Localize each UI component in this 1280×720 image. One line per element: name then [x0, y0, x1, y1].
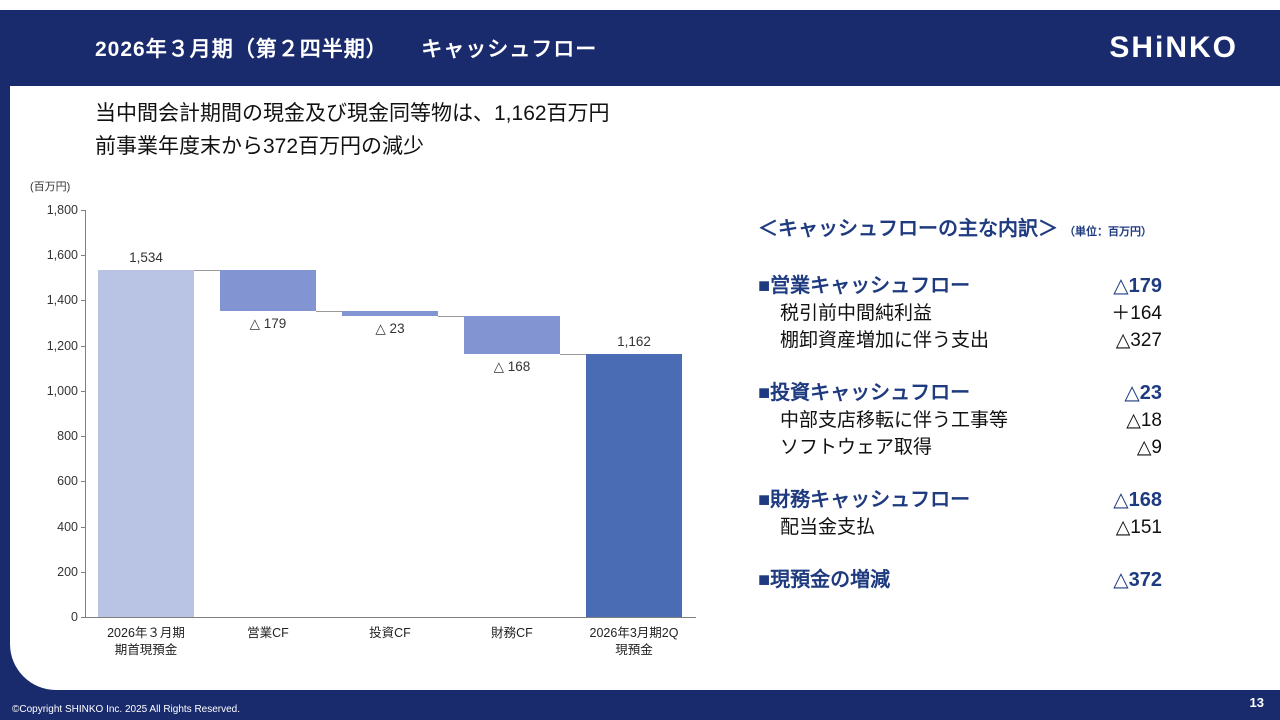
bar-value-label: △ 23 [375, 320, 405, 336]
y-axis-tick-mark [81, 390, 85, 392]
slide-header: 2026年３月期（第２四半期） キャッシュフロー SHiNKO [0, 10, 1280, 86]
breakdown-section: ■現預金の増減 △372 [758, 567, 1162, 594]
connector-line [194, 270, 220, 272]
y-axis-tick-mark [81, 526, 85, 528]
breakdown-row: ■現預金の増減 △372 [758, 567, 1162, 594]
breakdown-row-label: ソフトウェア取得 [780, 437, 933, 458]
y-axis-tick-mark [81, 255, 85, 257]
y-axis-tick-mark [81, 345, 85, 347]
waterfall-bar-2 [220, 270, 316, 311]
y-axis-tick-mark [81, 300, 85, 302]
y-axis-tick-mark [81, 617, 85, 618]
y-axis-tick-mark [81, 481, 85, 483]
y-axis-tick-mark [81, 571, 85, 573]
waterfall-chart: (百万円) 0 200 400 600 800 1,000 1,200 1,400 1,600 1… [30, 178, 720, 678]
waterfall-bar-4 [464, 315, 560, 354]
breakdown-row-value: △372 [1113, 569, 1162, 591]
breakdown-sections: ■営業キャッシュフロー △179 税引前中間純利益 ＋164 棚卸資産増加に伴う支出 △3… [758, 273, 1162, 594]
y-axis-tick-label: 800 [57, 429, 78, 444]
breakdown-row: ■営業キャッシュフロー △179 [758, 273, 1162, 300]
breakdown-row-label: 中部支店移転に伴う工事等 [780, 410, 1009, 431]
breakdown-row-label: 税引前中間純利益 [780, 303, 933, 324]
y-axis-tick-mark [81, 210, 85, 211]
breakdown-section: ■財務キャッシュフロー △168 配当金支払 △151 [758, 487, 1162, 541]
shinko-logo: SHiNKO [1109, 31, 1238, 64]
slide-footer: ©Copyright SHINKO Inc. 2025 All Rights R… [0, 690, 1280, 720]
y-axis-tick-label: 1,800 [46, 203, 78, 217]
connector-line [438, 315, 464, 317]
breakdown-row: 中部支店移転に伴う工事等 △18 [758, 407, 1162, 434]
y-axis-tick-label: 1,000 [46, 383, 78, 398]
breakdown-row-label: ■営業キャッシュフロー [758, 275, 971, 297]
y-axis-tick-label: 200 [57, 564, 78, 579]
y-axis-tick-mark [81, 436, 85, 438]
breakdown-row: 配当金支払 △151 [758, 514, 1162, 541]
breakdown-row-value: △179 [1113, 275, 1162, 297]
summary-line-1: 当中間会計期間の現金及び現金同等物は、1,162百万円 [95, 102, 610, 125]
breakdown-row-label: 配当金支払 [780, 517, 876, 538]
y-axis-tick-label: 1,600 [46, 248, 78, 263]
breakdown-title: ＜キャッシュフローの主な内訳＞ [758, 218, 1058, 240]
waterfall-bar-5 [586, 354, 682, 617]
y-axis-tick-label: 1,400 [46, 293, 78, 308]
connector-line [316, 310, 342, 312]
breakdown-section: ■投資キャッシュフロー △23 中部支店移転に伴う工事等 △18 ソフトウェア取得 △9 [758, 380, 1162, 461]
breakdown-row: ■財務キャッシュフロー △168 [758, 487, 1162, 514]
breakdown-row-value: △18 [1126, 410, 1162, 431]
breakdown-row-label: ■現預金の増減 [758, 569, 891, 591]
copyright-text: ©Copyright SHINKO Inc. 2025 All Rights R… [12, 704, 241, 715]
left-accent-strip [0, 86, 10, 720]
x-category-label: 投資CF [369, 626, 411, 640]
breakdown-row: 税引前中間純利益 ＋164 [758, 300, 1162, 327]
summary-line-2: 前事業年度末から372百万円の減少 [95, 134, 425, 158]
breakdown-row-label: 棚卸資産増加に伴う支出 [780, 330, 990, 351]
breakdown-row-value: △151 [1115, 517, 1162, 538]
breakdown-row-value: △9 [1136, 437, 1162, 458]
breakdown-section: ■営業キャッシュフロー △179 税引前中間純利益 ＋164 棚卸資産増加に伴う支出 △3… [758, 273, 1162, 354]
page-number: 13 [1249, 695, 1264, 710]
breakdown-header: ＜キャッシュフローの主な内訳＞ （単位：百万円） [758, 212, 1162, 241]
bar-value-label: 1,162 [617, 334, 651, 350]
breakdown-panel: ＜キャッシュフローの主な内訳＞ （単位：百万円） ■営業キャッシュフロー △179 税… [758, 212, 1162, 620]
breakdown-row-label: ■投資キャッシュフロー [758, 382, 971, 404]
breakdown-row: ソフトウェア取得 △9 [758, 434, 1162, 461]
breakdown-row-value: ＋164 [1111, 303, 1162, 324]
chart-plot-area [85, 210, 696, 618]
x-category-label: 財務CF [491, 626, 533, 640]
summary-text: 当中間会計期間の現金及び現金同等物は、1,162百万円 前事業年度末から372百… [95, 98, 610, 163]
breakdown-row: 棚卸資産増加に伴う支出 △327 [758, 327, 1162, 354]
breakdown-row-value: △23 [1124, 382, 1162, 404]
x-category-label: 2026年3月期2Q 現預金 [589, 626, 679, 657]
x-category-label: 2026年３月期 期首現預金 [107, 626, 185, 657]
bar-value-label: △ 179 [249, 315, 287, 331]
breakdown-row-value: △327 [1115, 330, 1162, 351]
slide-title: 2026年３月期（第２四半期） キャッシュフロー [95, 38, 598, 61]
breakdown-row-value: △168 [1113, 489, 1162, 511]
breakdown-row: ■投資キャッシュフロー △23 [758, 380, 1162, 407]
bar-value-label: △ 168 [493, 358, 531, 374]
waterfall-bar-1 [98, 270, 194, 617]
y-axis-tick-label: 1,200 [46, 338, 78, 353]
waterfall-bar-3 [342, 310, 438, 316]
breakdown-row-label: ■財務キャッシュフロー [758, 489, 971, 511]
x-category-label: 営業CF [247, 626, 289, 640]
connector-line [560, 353, 586, 355]
y-axis-tick-label: 0 [71, 610, 78, 624]
chart-unit-label: (百万円) [30, 181, 71, 193]
y-axis-tick-label: 400 [57, 519, 78, 534]
breakdown-unit-label: （単位：百万円） [1064, 226, 1152, 238]
bar-value-label: 1,534 [129, 250, 163, 266]
y-axis-tick-label: 600 [57, 474, 78, 489]
